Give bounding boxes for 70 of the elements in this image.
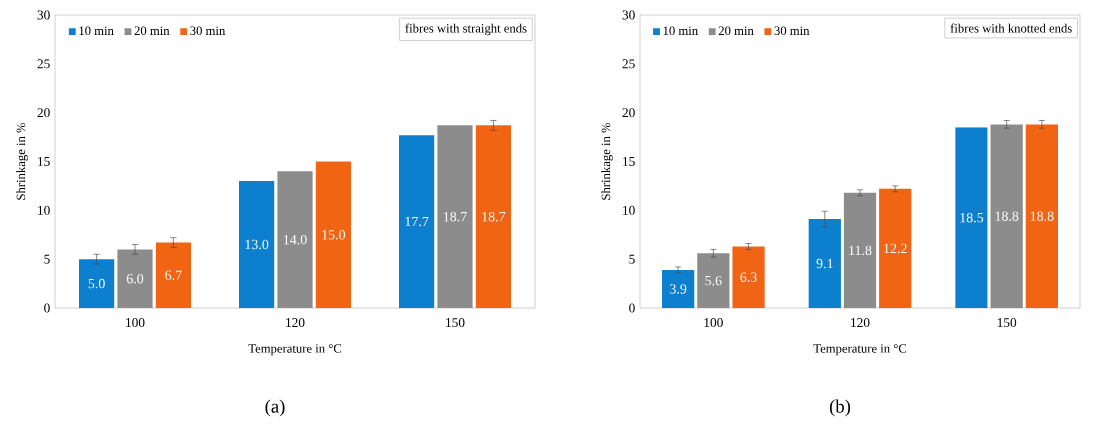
data-label: 17.7 <box>405 216 429 227</box>
y-tick-label: 0 <box>629 303 635 313</box>
bar <box>315 161 352 308</box>
data-label: 13.0 <box>245 239 269 250</box>
y-tick-label: 5 <box>629 254 635 264</box>
text: (a) <box>265 399 285 417</box>
y-tick-label: 20 <box>37 108 50 118</box>
legend-label: 20 min <box>134 26 170 36</box>
legend-label: 20 min <box>718 26 754 36</box>
data-label: 18.5 <box>960 212 984 223</box>
y-axis-title: Shrinkage in % <box>601 122 613 200</box>
y-tick-label: 15 <box>623 157 635 166</box>
bar <box>990 124 1023 308</box>
x-tick-label: 150 <box>446 318 465 328</box>
x-axis-title: Temperature in °C <box>813 344 907 356</box>
x-tick-label: 100 <box>704 318 723 328</box>
data-label: 6.0 <box>126 273 144 284</box>
data-label: 18.7 <box>482 211 506 222</box>
data-label: 18.7 <box>443 211 467 222</box>
x-tick-label: 120 <box>286 318 305 328</box>
legend-label: 10 min <box>79 26 114 36</box>
y-tick-label: 25 <box>622 59 635 69</box>
y-tick-label: 20 <box>622 108 635 118</box>
bar <box>843 192 877 308</box>
y-tick-label: 0 <box>44 303 50 313</box>
y-tick-label: 10 <box>38 205 50 215</box>
y-tick-label: 30 <box>37 10 50 20</box>
data-label: 14.0 <box>283 234 307 245</box>
y-tick-label: 30 <box>622 10 635 20</box>
y-axis-title: Shrinkage in % <box>16 122 28 200</box>
bar <box>808 219 841 308</box>
bar <box>955 127 988 308</box>
bar <box>399 135 435 308</box>
bar <box>277 171 313 308</box>
bar <box>475 125 511 308</box>
data-label: 18.8 <box>995 211 1019 221</box>
data-label: 5.0 <box>88 278 105 289</box>
data-label: 18.8 <box>1030 211 1054 221</box>
x-tick-label: 100 <box>126 318 145 328</box>
legend-label: 30 min <box>774 26 810 36</box>
bar <box>879 188 912 308</box>
data-label: 6.3 <box>740 272 757 282</box>
y-tick-label: 5 <box>44 254 50 264</box>
data-label: 11.8 <box>849 245 872 256</box>
data-label: 6.7 <box>165 270 182 280</box>
legend-label: 30 min <box>190 26 226 36</box>
annotation: fibres with knotted ends <box>950 23 1072 33</box>
bar <box>155 242 191 308</box>
data-label: 3.9 <box>670 284 687 294</box>
bar <box>239 181 275 308</box>
y-tick-label: 25 <box>37 59 50 69</box>
bar <box>697 253 730 308</box>
data-label: 5.6 <box>705 275 722 286</box>
x-tick-label: 150 <box>997 318 1017 328</box>
y-tick-label: 15 <box>38 157 50 166</box>
bar <box>79 259 115 308</box>
bar <box>437 125 473 308</box>
data-label: 12.2 <box>884 243 907 254</box>
data-label: 9.1 <box>816 258 833 269</box>
bar <box>662 269 695 308</box>
text: (b) <box>829 399 851 417</box>
x-axis-title: Temperature in °C <box>248 344 342 356</box>
annotation: fibres with straight ends <box>405 23 527 36</box>
bar <box>732 246 765 308</box>
bar <box>117 249 153 308</box>
data-label: 15.0 <box>322 230 346 240</box>
y-tick-label: 10 <box>623 205 635 215</box>
bar <box>1025 124 1059 308</box>
legend-label: 10 min <box>663 26 698 36</box>
x-tick-label: 120 <box>851 318 870 328</box>
